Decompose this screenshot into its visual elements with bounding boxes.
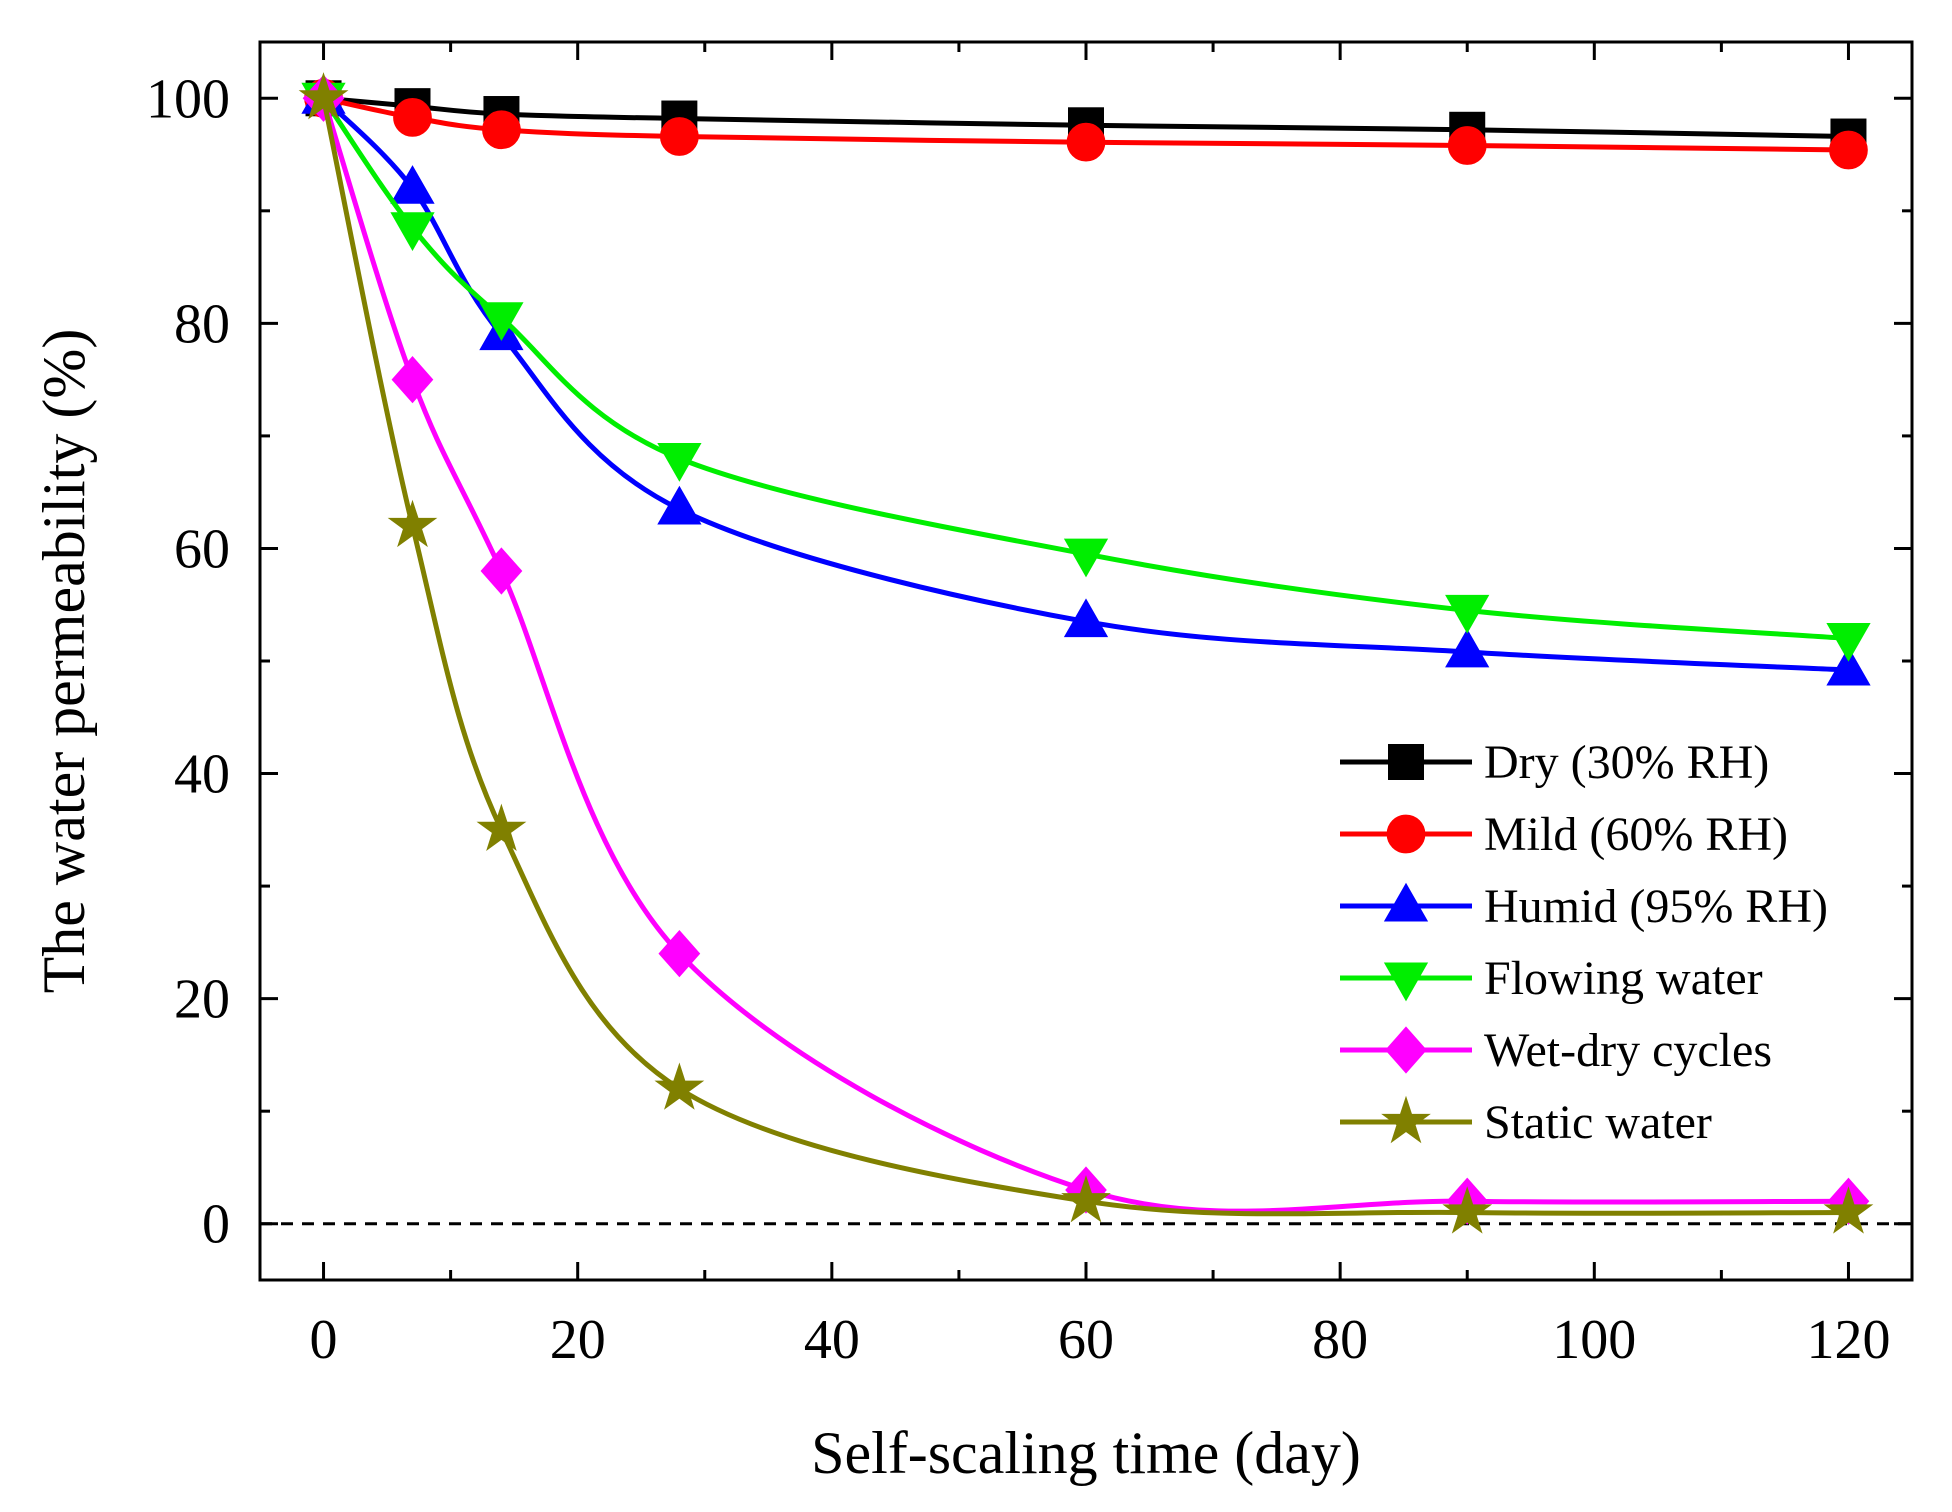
y-tick-label: 40 <box>174 744 230 806</box>
y-tick-label: 100 <box>146 68 230 130</box>
data-point <box>391 355 434 404</box>
legend-label: Mild (60% RH) <box>1484 808 1788 861</box>
x-tick-label: 0 <box>310 1309 338 1371</box>
series-line <box>321 96 1849 641</box>
legend-entry: Wet-dry cycles <box>1340 1024 1772 1077</box>
series-6 <box>298 72 1874 1234</box>
data-point <box>1063 538 1109 578</box>
x-tick-label: 40 <box>804 1309 860 1371</box>
x-tick-label: 100 <box>1552 1309 1636 1371</box>
data-point <box>657 485 702 525</box>
legend-label: Flowing water <box>1484 952 1763 1005</box>
data-point <box>1823 1186 1874 1234</box>
data-point <box>480 547 523 595</box>
y-tick-label: 0 <box>202 1194 230 1256</box>
y-tick-label: 80 <box>174 293 230 355</box>
y-tick-label: 20 <box>174 969 230 1031</box>
data-point <box>657 443 702 482</box>
legend-entry: Dry (30% RH) <box>1340 736 1769 789</box>
data-point <box>1826 623 1871 662</box>
x-tick-label: 20 <box>550 1309 606 1371</box>
x-tick-label: 60 <box>1058 1309 1114 1371</box>
data-point <box>476 803 527 851</box>
data-point <box>479 302 524 342</box>
data-point <box>1826 646 1871 686</box>
y-tick-label: 60 <box>174 518 230 580</box>
data-point <box>1445 594 1490 634</box>
data-point <box>390 165 435 204</box>
legend-entry: Flowing water <box>1340 952 1763 1005</box>
legend-marker <box>1388 744 1424 780</box>
data-point <box>658 929 701 978</box>
legend-label: Dry (30% RH) <box>1484 736 1769 789</box>
legend: Dry (30% RH) Mild (60% RH) Humid (95% RH) F… <box>1340 736 1828 1149</box>
data-point <box>393 98 432 137</box>
legend-label: Humid (95% RH) <box>1484 880 1828 933</box>
legend-marker <box>1386 814 1426 854</box>
data-point <box>482 110 521 150</box>
series-3 <box>301 74 1871 686</box>
data-point <box>1442 1186 1493 1234</box>
series-2 <box>304 78 1868 170</box>
legend-marker <box>1381 1095 1431 1144</box>
data-point <box>659 117 699 156</box>
legend-entry: Static water <box>1340 1095 1712 1149</box>
legend-marker <box>1383 962 1429 1002</box>
data-point <box>1445 628 1490 668</box>
data-point <box>1066 122 1106 162</box>
legend-entry: Humid (95% RH) <box>1340 880 1828 933</box>
series-line <box>321 96 1849 673</box>
data-point <box>1447 126 1487 165</box>
data-point <box>298 72 349 120</box>
series-4 <box>301 82 1871 662</box>
x-tick-label: 120 <box>1806 1309 1890 1371</box>
series <box>298 72 1874 1234</box>
x-axis-title: Self-scaling time (day) <box>811 1420 1361 1486</box>
data-point <box>1061 1175 1111 1223</box>
legend-label: Static water <box>1484 1096 1712 1149</box>
data-point <box>387 499 438 548</box>
ticks: 0 20 40 60 80 100 120 0 20 40 60 80 100 <box>146 42 1912 1371</box>
data-point <box>390 212 435 252</box>
legend-marker <box>1383 882 1429 922</box>
legend-marker <box>1385 1026 1427 1074</box>
series-line <box>323 95 1849 139</box>
series-line <box>322 95 1849 153</box>
data-point <box>654 1062 705 1110</box>
data-point <box>1829 130 1868 170</box>
legend-entry: Mild (60% RH) <box>1340 808 1788 861</box>
data-point <box>1063 598 1109 638</box>
legend-label: Wet-dry cycles <box>1484 1024 1772 1077</box>
y-axis-title: The water permeability (%) <box>31 329 97 994</box>
x-tick-label: 80 <box>1312 1309 1368 1371</box>
